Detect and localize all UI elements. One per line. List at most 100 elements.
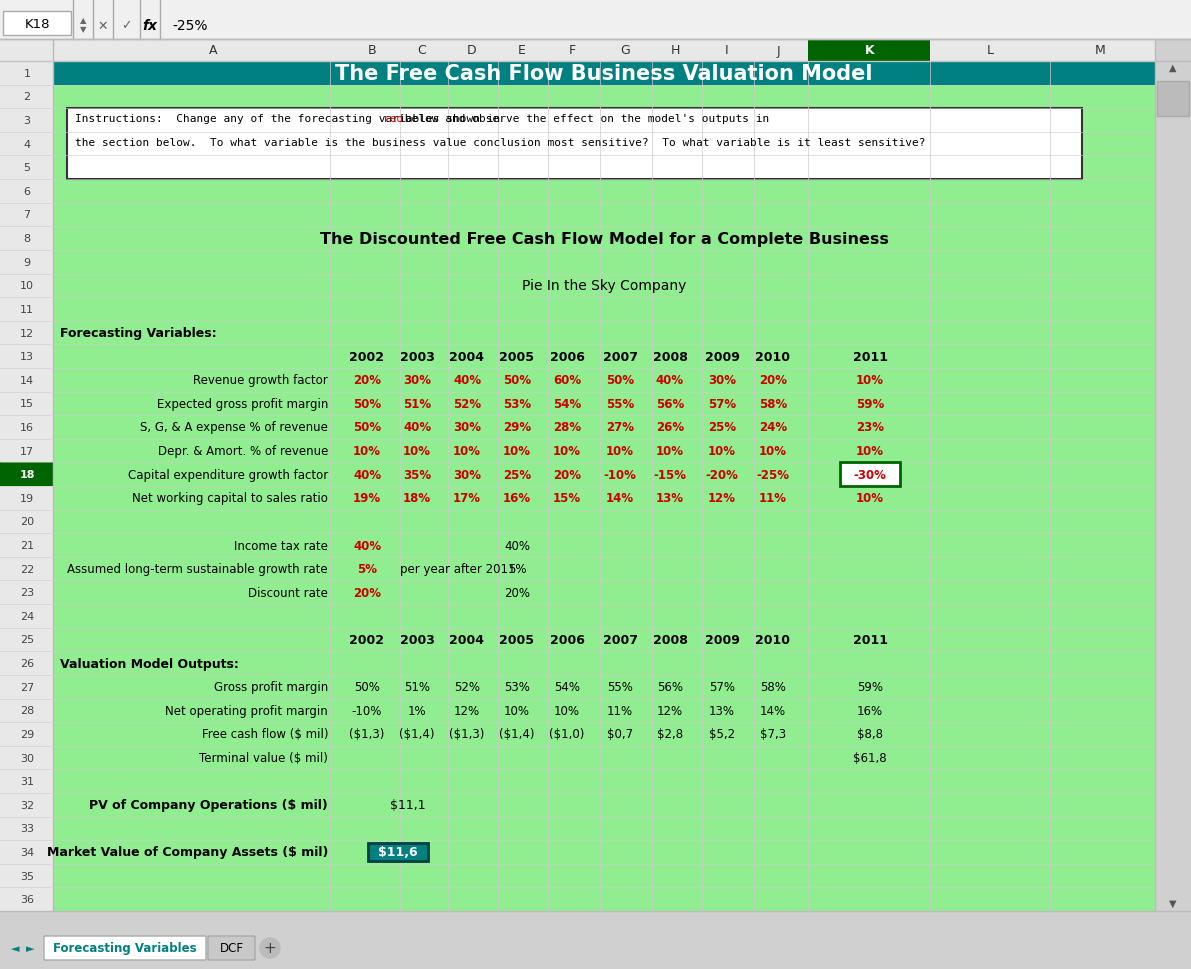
Bar <box>0 62 54 911</box>
Text: Net operating profit margin: Net operating profit margin <box>166 704 328 717</box>
Text: 1: 1 <box>24 69 31 78</box>
Text: -20%: -20% <box>705 468 738 482</box>
Text: 54%: 54% <box>553 397 581 411</box>
Text: 58%: 58% <box>759 397 787 411</box>
Text: 16%: 16% <box>858 704 883 717</box>
Bar <box>0 911 1191 969</box>
Text: 23: 23 <box>20 587 35 598</box>
Text: 30%: 30% <box>707 374 736 387</box>
Text: 30%: 30% <box>453 422 481 434</box>
Text: 59%: 59% <box>856 397 884 411</box>
Text: ($1,4): ($1,4) <box>499 728 535 740</box>
Text: $11,1: $11,1 <box>389 798 425 811</box>
Bar <box>0 0 1191 40</box>
Text: 40%: 40% <box>353 539 381 552</box>
Text: 11%: 11% <box>607 704 634 717</box>
Text: 10%: 10% <box>353 445 381 457</box>
Text: the section below.  To what variable is the business value conclusion most sensi: the section below. To what variable is t… <box>75 138 925 147</box>
Text: Instructions:  Change any of the forecasting variables shown in: Instructions: Change any of the forecast… <box>75 114 507 124</box>
Text: 19%: 19% <box>353 492 381 505</box>
Text: 7: 7 <box>24 210 31 220</box>
Text: I: I <box>725 45 729 57</box>
Text: 32: 32 <box>20 800 35 810</box>
Text: ▲: ▲ <box>1170 63 1177 73</box>
Text: Capital expenditure growth factor: Capital expenditure growth factor <box>127 468 328 482</box>
Text: 16: 16 <box>20 422 35 432</box>
Text: 31: 31 <box>20 776 35 786</box>
Text: 54%: 54% <box>554 680 580 694</box>
Text: 12%: 12% <box>454 704 480 717</box>
Text: H: H <box>671 45 680 57</box>
Bar <box>4 12 71 36</box>
Text: 18%: 18% <box>403 492 431 505</box>
Text: Assumed long-term sustainable growth rate: Assumed long-term sustainable growth rat… <box>68 563 328 576</box>
Text: 59%: 59% <box>858 680 883 694</box>
Text: Revenue growth factor: Revenue growth factor <box>193 374 328 387</box>
Text: 11%: 11% <box>759 492 787 505</box>
Text: 8: 8 <box>24 234 31 244</box>
Text: Market Value of Company Assets ($ mil): Market Value of Company Assets ($ mil) <box>46 846 328 859</box>
Text: 57%: 57% <box>707 397 736 411</box>
Text: -15%: -15% <box>654 468 686 482</box>
Text: 2011: 2011 <box>853 634 887 646</box>
Text: $5,2: $5,2 <box>709 728 735 740</box>
Text: PV of Company Operations ($ mil): PV of Company Operations ($ mil) <box>89 798 328 811</box>
Text: 2007: 2007 <box>603 634 637 646</box>
Text: 10%: 10% <box>453 445 481 457</box>
Text: ▼: ▼ <box>1170 898 1177 908</box>
Text: 6: 6 <box>24 187 31 197</box>
Text: 55%: 55% <box>607 680 632 694</box>
Text: 17%: 17% <box>453 492 481 505</box>
Text: 10%: 10% <box>707 445 736 457</box>
Text: $2,8: $2,8 <box>657 728 684 740</box>
Text: 2004: 2004 <box>449 634 485 646</box>
Text: 57%: 57% <box>709 680 735 694</box>
Text: 14%: 14% <box>760 704 786 717</box>
Text: 20%: 20% <box>553 468 581 482</box>
Text: 22: 22 <box>20 564 35 574</box>
Text: 10%: 10% <box>503 445 531 457</box>
Text: -25%: -25% <box>756 468 790 482</box>
Text: 50%: 50% <box>353 422 381 434</box>
Text: red: red <box>384 114 404 124</box>
Text: 40%: 40% <box>453 374 481 387</box>
Text: M: M <box>1095 45 1105 57</box>
Text: -10%: -10% <box>604 468 636 482</box>
Text: 35%: 35% <box>403 468 431 482</box>
Text: B: B <box>368 45 376 57</box>
Bar <box>54 62 1155 911</box>
Text: Net working capital to sales ratio: Net working capital to sales ratio <box>132 492 328 505</box>
Text: 2006: 2006 <box>549 634 585 646</box>
Text: Forecasting Variables:: Forecasting Variables: <box>60 327 217 340</box>
Text: 17: 17 <box>20 446 35 456</box>
Text: 15: 15 <box>20 399 35 409</box>
Text: F: F <box>568 45 575 57</box>
Bar <box>0 463 54 486</box>
Text: ✓: ✓ <box>120 19 131 33</box>
FancyBboxPatch shape <box>44 936 206 960</box>
Text: 10%: 10% <box>504 704 530 717</box>
Text: 2002: 2002 <box>349 634 385 646</box>
Text: 40%: 40% <box>656 374 684 387</box>
Text: 2003: 2003 <box>399 634 435 646</box>
Text: Discount rate: Discount rate <box>248 586 328 599</box>
Text: ($1,3): ($1,3) <box>449 728 485 740</box>
Text: 58%: 58% <box>760 680 786 694</box>
Text: 10%: 10% <box>856 492 884 505</box>
Text: DCF: DCF <box>219 942 243 954</box>
Text: 2003: 2003 <box>399 350 435 363</box>
Text: -10%: -10% <box>351 704 382 717</box>
Text: 25: 25 <box>20 635 35 644</box>
Text: C: C <box>418 45 426 57</box>
Text: 16%: 16% <box>503 492 531 505</box>
Text: 28%: 28% <box>553 422 581 434</box>
Text: 33: 33 <box>20 824 35 833</box>
Text: ✕: ✕ <box>98 19 108 33</box>
Text: 30%: 30% <box>453 468 481 482</box>
Bar <box>54 40 1155 62</box>
Text: 50%: 50% <box>606 374 634 387</box>
Text: 19: 19 <box>20 493 35 503</box>
Text: $8,8: $8,8 <box>858 728 883 740</box>
Text: 2006: 2006 <box>549 350 585 363</box>
Text: S, G, & A expense % of revenue: S, G, & A expense % of revenue <box>141 422 328 434</box>
